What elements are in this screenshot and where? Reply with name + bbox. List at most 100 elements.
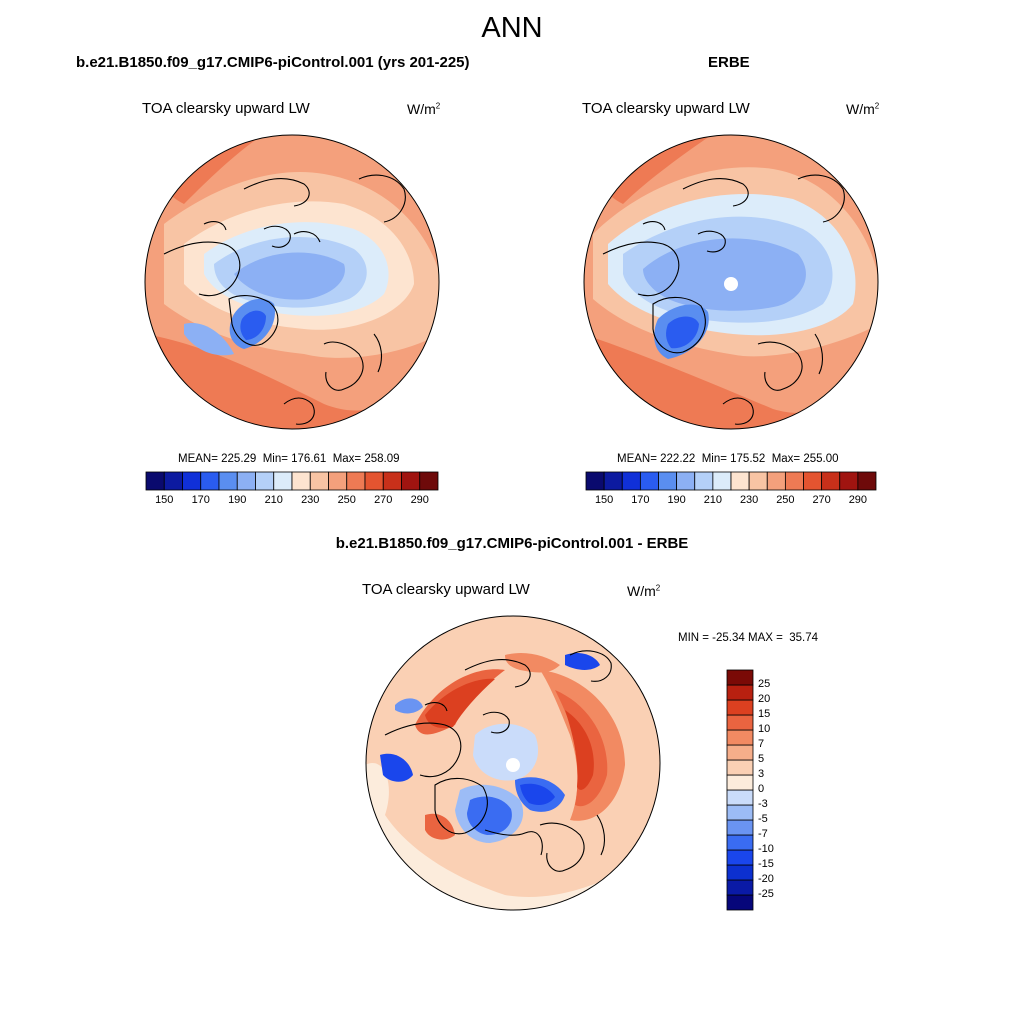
colorbar-swatch [585,471,605,491]
panel2-polar-map [583,134,879,430]
colorbar-tick-label: -3 [758,798,768,810]
colorbar-swatch [291,471,311,491]
panel2-colorbar [585,471,877,491]
colorbar-tick-label: -10 [758,843,774,855]
colorbar-swatch [236,471,256,491]
panel1-variable-title: TOA clearsky upward LW [142,100,310,117]
colorbar-swatch [726,699,754,716]
panel3-colorbar [726,669,754,911]
page-title: ANN [481,12,543,44]
colorbar-tick-label: 270 [374,494,393,506]
panel1-colorbar [145,471,439,491]
colorbar-swatch [730,471,750,491]
colorbar-swatch [346,471,366,491]
panel2-colorbar-ticks: 150 170 190 210 230 250 270 290 [586,494,876,508]
panel1-colorbar-ticks: 150 170 190 210 230 250 270 290 [146,494,438,508]
colorbar-swatch [726,714,754,731]
colorbar-tick-label: 230 [739,494,759,506]
colorbar-swatch [726,744,754,761]
colorbar-tick-label: 290 [410,494,429,506]
colorbar-swatch [784,471,804,491]
colorbar-swatch [726,834,754,851]
colorbar-swatch [748,471,768,491]
colorbar-swatch [621,471,641,491]
colorbar-tick-label: -7 [758,828,768,840]
colorbar-tick-label: 0 [758,783,765,795]
colorbar-swatch [726,669,754,686]
colorbar-tick-label: 7 [758,738,765,750]
colorbar-swatch [726,729,754,746]
colorbar-swatch [255,471,275,491]
colorbar-tick-label: 25 [758,678,771,690]
colorbar-swatch [639,471,659,491]
panel2-units: W/m2 [846,101,880,117]
colorbar-tick-label: 5 [758,753,765,765]
colorbar-swatch [273,471,293,491]
colorbar-swatch [726,879,754,896]
colorbar-tick-label: 20 [758,693,771,705]
colorbar-tick-label: 150 [594,494,614,506]
colorbar-tick-label: -5 [758,813,768,825]
colorbar-swatch [726,759,754,776]
panel2-variable-title: TOA clearsky upward LW [582,100,750,117]
panel3-case-title: b.e21.B1850.f09_g17.CMIP6-piControl.001 … [335,535,689,552]
colorbar-tick-label: -15 [758,858,774,870]
panel3-stats: MIN = -25.34 MAX = 35.74 [678,632,818,644]
colorbar-tick-label: 3 [758,768,765,780]
colorbar-tick-label: 170 [191,494,210,506]
colorbar-swatch [145,471,165,491]
panel1-stats: MEAN= 225.29 Min= 176.61 Max= 258.09 [178,453,400,465]
colorbar-swatch [766,471,786,491]
panel3-polar-map [365,615,661,911]
panel3-colorbar-ticks: -25 -20 -15 -10 -7 -5 -3 0 3 5 7 10 15 20 25 [758,670,798,910]
panel2-stats: MEAN= 222.22 Min= 175.52 Max= 255.00 [617,453,839,465]
colorbar-swatch [726,684,754,701]
colorbar-swatch [603,471,623,491]
colorbar-swatch [839,471,859,491]
panel3-variable-title: TOA clearsky upward LW [362,581,530,598]
colorbar-swatch [726,789,754,806]
colorbar-swatch [182,471,202,491]
colorbar-tick-label: 190 [667,494,686,506]
colorbar-swatch [676,471,696,491]
colorbar-swatch [726,849,754,866]
colorbar-tick-label: 210 [264,494,283,506]
colorbar-tick-label: 210 [703,494,723,506]
colorbar-swatch [328,471,348,491]
colorbar-swatch [803,471,823,491]
colorbar-tick-label: -25 [758,888,774,900]
colorbar-tick-label: 10 [758,723,771,735]
colorbar-tick-label: 270 [812,494,831,506]
colorbar-tick-label: -20 [758,873,774,885]
colorbar-swatch [726,894,754,911]
colorbar-tick-label: 170 [631,494,650,506]
panel2-case-title: ERBE [708,54,750,71]
colorbar-tick-label: 15 [758,708,771,720]
colorbar-swatch [857,471,877,491]
colorbar-swatch [382,471,402,491]
panel3-units: W/m2 [627,583,661,599]
colorbar-swatch [726,819,754,836]
colorbar-swatch [163,471,183,491]
colorbar-swatch [364,471,384,491]
panel1-units: W/m2 [407,101,441,117]
colorbar-swatch [401,471,421,491]
colorbar-tick-label: 150 [155,494,174,506]
colorbar-tick-label: 290 [848,494,868,506]
colorbar-tick-label: 230 [301,494,320,506]
colorbar-swatch [658,471,678,491]
colorbar-swatch [726,774,754,791]
colorbar-swatch [712,471,732,491]
colorbar-swatch [726,864,754,881]
colorbar-tick-label: 250 [776,494,795,506]
colorbar-swatch [821,471,841,491]
colorbar-swatch [218,471,238,491]
colorbar-swatch [200,471,220,491]
panel1-polar-map [144,134,440,430]
colorbar-tick-label: 250 [337,494,356,506]
colorbar-swatch [694,471,714,491]
colorbar-swatch [726,804,754,821]
colorbar-swatch [309,471,329,491]
colorbar-tick-label: 190 [228,494,247,506]
colorbar-swatch [419,471,439,491]
